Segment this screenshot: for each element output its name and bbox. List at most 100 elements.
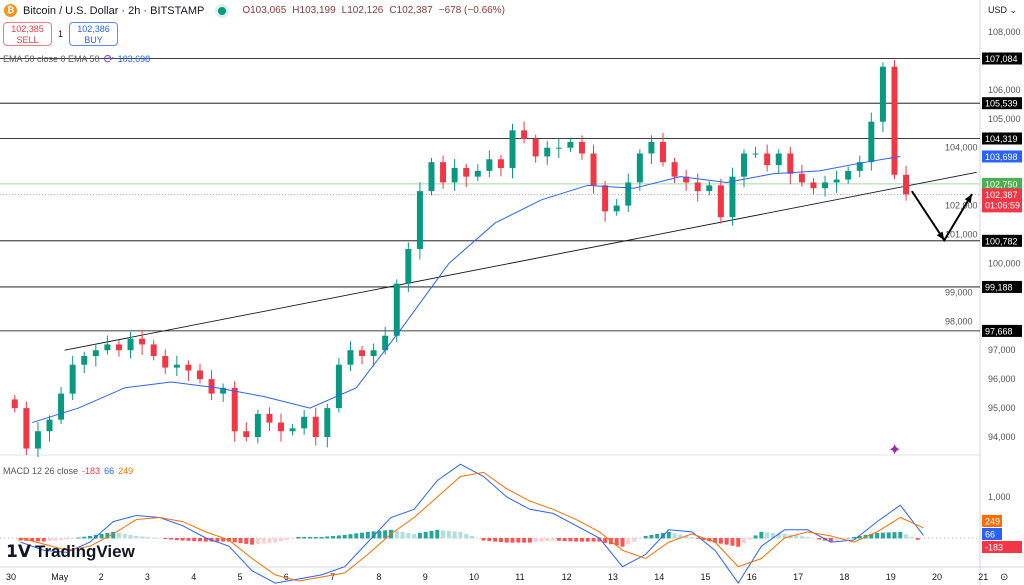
x-tick-label: 11	[515, 572, 524, 582]
currency-label: USD	[988, 5, 1008, 15]
sell-button[interactable]: 102,385 SELL	[3, 22, 52, 46]
ema-price-label: 103,698	[985, 152, 1018, 162]
candle-body	[196, 370, 203, 380]
ai-assistant-icon: ✦	[888, 442, 901, 459]
buy-button[interactable]: 102,386 BUY	[69, 22, 119, 46]
macd-histogram-bar	[753, 535, 758, 539]
macd-histogram-bar	[730, 538, 735, 546]
sell-label: SELL	[16, 35, 39, 45]
macd-histogram-bar	[649, 534, 654, 539]
macd-histogram-bar	[597, 538, 602, 542]
macd-histogram-bar	[886, 532, 891, 539]
macd-histogram-bar	[394, 530, 399, 539]
candle-body	[243, 431, 250, 438]
y-tick-label: 94,000	[988, 432, 1016, 442]
candle-body	[81, 356, 88, 365]
macd-histogram-bar	[915, 538, 920, 540]
macd-histogram-bar	[342, 534, 347, 539]
trendline	[64, 171, 977, 351]
bar-countdown: 01:06:59	[985, 200, 1020, 210]
macd-histogram-bar	[232, 538, 237, 543]
macd-histogram-bar	[64, 538, 69, 540]
candle-body	[115, 344, 122, 351]
x-tick-label: 12	[562, 572, 572, 582]
macd-value-label: 249	[985, 517, 1000, 527]
level-label: 97,668	[985, 326, 1013, 336]
macd-histogram-bar	[371, 531, 376, 539]
macd-legend[interactable]: MACD 12 26 close -183 66 249	[3, 466, 133, 476]
macd-histogram-bar	[319, 536, 324, 539]
macd-histogram-bar	[267, 538, 272, 544]
macd-histogram-bar	[464, 533, 469, 539]
y-tick-label: 101,000	[945, 230, 978, 240]
level-label: 99,188	[985, 282, 1013, 292]
candle-body	[706, 185, 713, 192]
macd-histogram-bar	[689, 536, 694, 539]
x-tick-label: 20	[932, 572, 942, 582]
candle-body	[278, 422, 285, 432]
macd-value-label-bg	[982, 528, 1002, 540]
candle-body	[879, 66, 886, 122]
x-tick-label: 6	[284, 572, 289, 582]
macd-hist-value: -183	[82, 466, 101, 476]
bitcoin-logo-icon: ₿	[4, 4, 17, 17]
trade-panel: 102,385 SELL 1 102,386 BUY	[3, 22, 119, 46]
macd-histogram-bar	[244, 538, 249, 544]
macd-histogram-bar	[70, 538, 75, 539]
candle-body	[370, 350, 377, 357]
symbol-title[interactable]: Bitcoin / U.S. Dollar · 2h · BITSTAMP	[23, 4, 205, 17]
ema-legend[interactable]: EMA 50 close 0 EMA 50 ⟳ 103,698	[3, 52, 150, 66]
x-tick-label: 14	[654, 572, 664, 582]
candle-body	[590, 153, 597, 186]
candle-body	[347, 350, 354, 365]
y-tick-label: 104,000	[945, 143, 978, 153]
signal-line	[20, 471, 924, 582]
macd-histogram-bar	[290, 538, 295, 539]
ohlc-close: C102,387	[389, 5, 433, 16]
last-price-label-bg	[982, 188, 1022, 213]
macd-histogram-bar	[30, 538, 35, 542]
candle-body	[312, 416, 319, 438]
candle-body	[46, 419, 53, 432]
macd-histogram-bar	[834, 538, 839, 541]
macd-histogram-bar	[140, 536, 145, 539]
candle-body	[845, 170, 852, 180]
candle-body	[486, 159, 493, 171]
x-tick-label: 7	[330, 572, 335, 582]
macd-histogram-bar	[770, 532, 775, 539]
macd-histogram-bar	[423, 531, 428, 539]
x-tick-label: May	[51, 572, 69, 582]
candle-body	[92, 350, 99, 357]
macd-histogram-bar	[151, 537, 156, 539]
candle-body	[659, 141, 666, 163]
macd-histogram-bar	[279, 538, 284, 542]
macd-histogram-bar	[255, 538, 260, 545]
macd-histogram-bar	[261, 538, 266, 544]
macd-histogram-bar	[527, 538, 532, 543]
macd-histogram-bar	[857, 535, 862, 539]
macd-histogram-bar	[851, 536, 856, 539]
candle-body	[636, 153, 643, 183]
currency-selector[interactable]: USD ⌄	[988, 5, 1017, 16]
last-price-label: 102,387	[985, 190, 1018, 200]
level-label-bg	[982, 97, 1022, 110]
macd-histogram-bar	[880, 532, 885, 539]
candle-body	[393, 283, 400, 336]
candle-body	[544, 147, 551, 157]
macd-histogram-bar	[88, 535, 93, 539]
macd-histogram-bar	[307, 536, 312, 539]
y-tick-label-bg	[942, 228, 978, 241]
y-tick-label-bg	[942, 199, 978, 212]
ohlc-change: −678 (−0.66%)	[438, 5, 505, 16]
macd-histogram-bar	[348, 534, 353, 539]
macd-histogram-bar	[325, 536, 330, 539]
macd-histogram-bar	[82, 536, 87, 539]
candle-body	[903, 174, 910, 195]
x-tick-label: 21	[978, 572, 988, 582]
x-tick-label: 4	[191, 572, 196, 582]
chevron-down-icon: ⌄	[1009, 5, 1018, 15]
macd-histogram-bar	[59, 538, 64, 541]
macd-histogram-bar	[742, 538, 747, 544]
macd-histogram-bar	[574, 538, 579, 542]
